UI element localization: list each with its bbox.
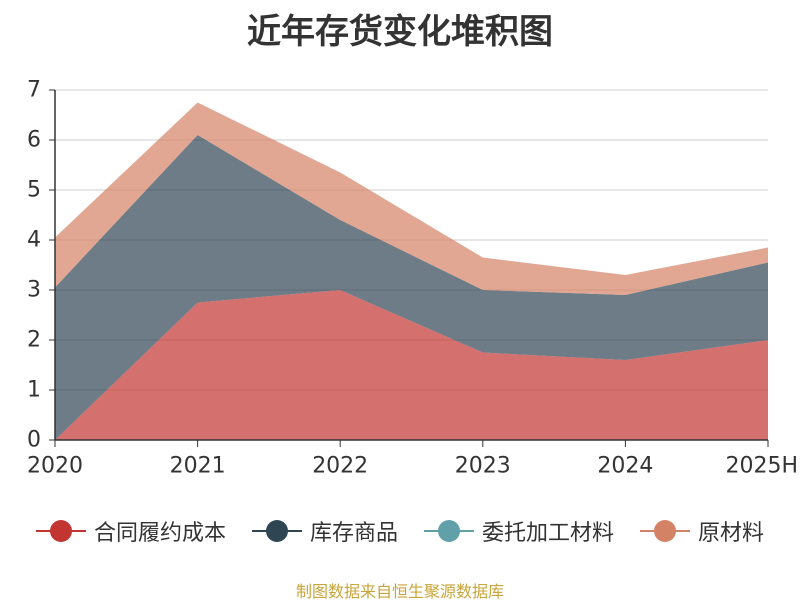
source-note: 制图数据来自恒生聚源数据库 xyxy=(295,582,504,601)
chart-title: 近年存货变化堆积图 xyxy=(247,12,553,52)
x-tick-label: 2025H xyxy=(725,454,798,479)
legend-marker-icon xyxy=(35,520,86,542)
y-tick-label: 2 xyxy=(27,328,41,353)
y-tick-label: 6 xyxy=(27,128,41,153)
y-tick-label: 4 xyxy=(27,228,41,253)
legend-marker-icon xyxy=(640,520,691,542)
legend-label: 合同履约成本 xyxy=(93,521,226,546)
y-tick-label: 3 xyxy=(27,278,41,303)
legend-item-3[interactable]: 委托加工材料 xyxy=(424,515,614,547)
legend-item-1[interactable]: 合同履约成本 xyxy=(35,515,226,547)
y-tick-label: 1 xyxy=(27,378,41,403)
area-series-1 xyxy=(55,290,768,440)
y-tick-label: 0 xyxy=(27,428,41,453)
y-axis-ticks: 0 1 2 3 4 5 6 7 xyxy=(27,78,41,453)
legend-label: 库存商品 xyxy=(309,521,398,546)
y-tick-label: 7 xyxy=(27,78,41,103)
area-series-2 xyxy=(55,135,768,440)
legend-marker-icon xyxy=(424,520,474,542)
legend-item-2[interactable]: 库存商品 xyxy=(251,515,398,547)
x-tick-label: 2020 xyxy=(27,454,83,479)
legend-label: 原材料 xyxy=(698,521,765,546)
x-tick-label: 2022 xyxy=(312,454,368,479)
legend-marker-icon xyxy=(251,520,302,542)
legend-label: 委托加工材料 xyxy=(482,521,615,546)
x-tick-label: 2023 xyxy=(455,454,511,479)
y-tick-label: 5 xyxy=(27,178,41,203)
stacked-areas xyxy=(55,102,768,440)
legend-item-4[interactable]: 原材料 xyxy=(640,515,764,547)
area-series-4 xyxy=(55,102,768,295)
x-tick-label: 2021 xyxy=(170,454,226,479)
x-axis-ticks: 2020 2021 2022 2023 2024 2025H xyxy=(27,454,798,479)
x-tick-label: 2024 xyxy=(597,454,653,479)
axes xyxy=(49,89,769,447)
legend: 合同履约成本 库存商品 委托加工材料 原材料 xyxy=(0,515,800,547)
